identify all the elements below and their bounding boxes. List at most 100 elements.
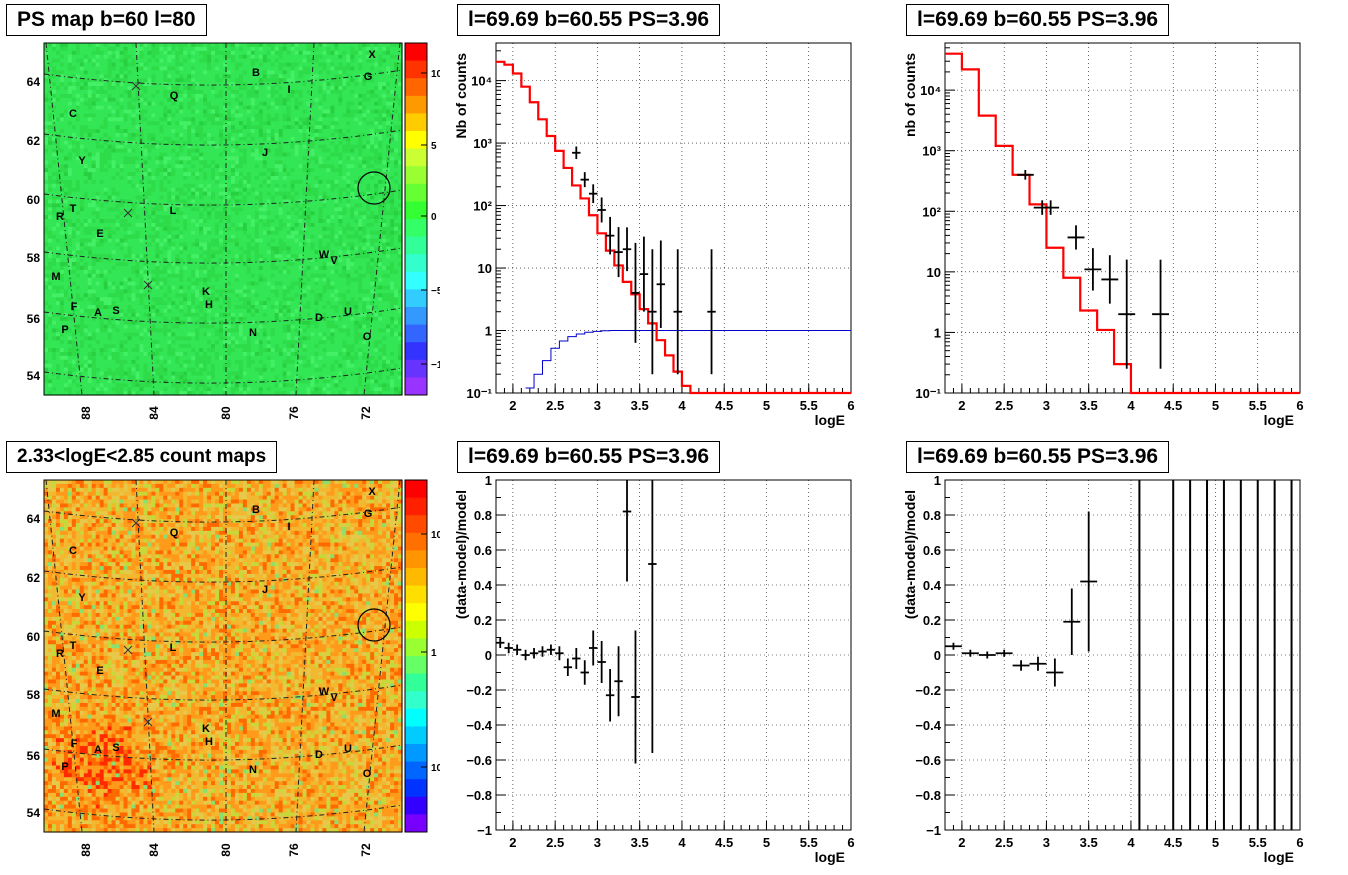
x-tick-label: 2.5 bbox=[995, 398, 1013, 413]
colorbar-frame bbox=[404, 479, 428, 833]
y-axis-label: nb of counts bbox=[902, 53, 918, 137]
x-tick-label: 3 bbox=[1043, 835, 1050, 850]
map-y-tick: 64 bbox=[27, 75, 41, 89]
x-tick-label: 2 bbox=[509, 398, 516, 413]
map-x-tick: 76 bbox=[287, 843, 301, 857]
x-tick-label: 6 bbox=[1296, 835, 1303, 850]
map-y-tick: 64 bbox=[27, 512, 41, 526]
source-label: Y bbox=[78, 592, 86, 604]
x-tick-label: 3.5 bbox=[1080, 835, 1098, 850]
map-frame bbox=[43, 42, 403, 396]
map-y-tick: 58 bbox=[27, 688, 41, 702]
target-circle bbox=[357, 608, 391, 642]
y-tick-label: 0.2 bbox=[923, 613, 941, 628]
x-tick-label: 6 bbox=[1296, 398, 1303, 413]
y-tick-label: 10² bbox=[473, 199, 492, 214]
y-tick-label: −1 bbox=[926, 823, 941, 838]
source-label: I bbox=[287, 84, 290, 96]
x-tick-label: 4.5 bbox=[1164, 398, 1182, 413]
x-tick-label: 3 bbox=[594, 835, 601, 850]
grid bbox=[945, 479, 1301, 831]
x-tick-label: 5.5 bbox=[1249, 835, 1267, 850]
map-x-tick: 80 bbox=[219, 406, 233, 420]
colorbar-tick-label: 10⁻¹ bbox=[431, 763, 440, 774]
y-tick-label: 10⁴ bbox=[471, 74, 492, 89]
y-tick-label: 10 bbox=[478, 261, 492, 276]
map-x-tick: 80 bbox=[219, 843, 233, 857]
source-label: S bbox=[112, 305, 119, 317]
map-graticule bbox=[43, 479, 403, 833]
x-tick-label: 3 bbox=[594, 398, 601, 413]
source-label: P bbox=[61, 324, 68, 336]
x-tick-label: 4 bbox=[1127, 835, 1135, 850]
map-x-tick: 84 bbox=[147, 406, 161, 420]
y-axis-label: (data-model)/model bbox=[902, 490, 918, 619]
map-x-tick: 88 bbox=[79, 843, 93, 857]
plot-frame bbox=[495, 479, 852, 831]
ps-map-title: PS map b=60 l=80 bbox=[6, 4, 207, 36]
data-points bbox=[1016, 169, 1169, 369]
y-tick-label: 0.6 bbox=[923, 543, 941, 558]
y-tick-label: 1 bbox=[934, 325, 941, 340]
source-label: G bbox=[364, 71, 373, 83]
map-y-tick: 56 bbox=[27, 312, 41, 326]
source-label: C bbox=[69, 108, 77, 120]
source-label: O bbox=[363, 768, 372, 780]
y-axis-label: Nb of counts bbox=[453, 53, 469, 139]
y-tick-label: 10³ bbox=[922, 144, 941, 159]
source-label: U bbox=[344, 743, 352, 755]
spectrum-2-title: l=69.69 b=60.55 PS=3.96 bbox=[906, 4, 1170, 36]
source-label: F bbox=[71, 301, 78, 313]
x-tick-label: 5.5 bbox=[1249, 398, 1267, 413]
source-label: N bbox=[249, 764, 257, 776]
colorbar-frame bbox=[404, 42, 428, 396]
source-label: R bbox=[56, 211, 64, 223]
source-label: S bbox=[112, 742, 119, 754]
source-label: N bbox=[249, 327, 257, 339]
source-label: T bbox=[70, 640, 77, 652]
source-label: K bbox=[202, 286, 210, 298]
source-label: M bbox=[51, 708, 60, 720]
x-tick-label: 2.5 bbox=[995, 835, 1013, 850]
source-label: E bbox=[96, 665, 103, 677]
source-label: L bbox=[170, 642, 177, 654]
colorbar-tick-label: 10 bbox=[431, 69, 440, 80]
x-tick-label: 5.5 bbox=[800, 835, 818, 850]
x-axis-label: logE bbox=[1264, 849, 1294, 865]
spectrum-1-title: l=69.69 b=60.55 PS=3.96 bbox=[457, 4, 721, 36]
x-tick-label: 3 bbox=[1043, 398, 1050, 413]
colorbar-tick-label: 5 bbox=[431, 141, 437, 152]
source-label: J bbox=[262, 147, 268, 159]
y-tick-label: 10³ bbox=[473, 136, 492, 151]
cross-marker bbox=[143, 280, 153, 290]
residual-1-title: l=69.69 b=60.55 PS=3.96 bbox=[457, 441, 721, 473]
x-tick-label: 4.5 bbox=[715, 398, 733, 413]
y-tick-label: −0.2 bbox=[915, 683, 941, 698]
ps-map-panel: 88 84 80 76 72 54 56 58 60 62 64 10 5 0 −5 −10 XG B I Q C J Y T… bbox=[0, 0, 448, 430]
y-tick-label: 0.4 bbox=[474, 578, 493, 593]
map-frame bbox=[43, 479, 403, 833]
y-tick-label: −0.8 bbox=[915, 788, 941, 803]
y-tick-label: −0.6 bbox=[915, 753, 941, 768]
map-y-tick: 56 bbox=[27, 749, 41, 763]
cross-marker bbox=[131, 81, 141, 91]
colorbar-tick-label: −10 bbox=[431, 360, 440, 371]
x-tick-label: 4.5 bbox=[715, 835, 733, 850]
x-tick-label: 5 bbox=[1212, 835, 1219, 850]
x-tick-label: 3.5 bbox=[631, 398, 649, 413]
source-label: D bbox=[315, 312, 323, 324]
x-tick-label: 2.5 bbox=[546, 835, 564, 850]
spectrum-chart-1: 2 2.5 3 3.5 4 4.5 5 5.5 6 10⁻¹ 1 10 10² 10³ 10⁴ logE Nb … bbox=[453, 42, 855, 428]
source-label: F bbox=[71, 738, 78, 750]
source-label: H bbox=[205, 299, 213, 311]
data-points bbox=[945, 480, 1293, 830]
map-x-tick: 84 bbox=[147, 843, 161, 857]
x-tick-label: 6 bbox=[847, 835, 854, 850]
source-label: W bbox=[319, 249, 330, 261]
cross-marker bbox=[131, 518, 141, 528]
y-tick-label: 0.8 bbox=[474, 508, 492, 523]
y-tick-label: 10 bbox=[927, 265, 941, 280]
source-label: D bbox=[315, 749, 323, 761]
source-label: B bbox=[252, 504, 260, 516]
source-label: V bbox=[330, 692, 338, 704]
